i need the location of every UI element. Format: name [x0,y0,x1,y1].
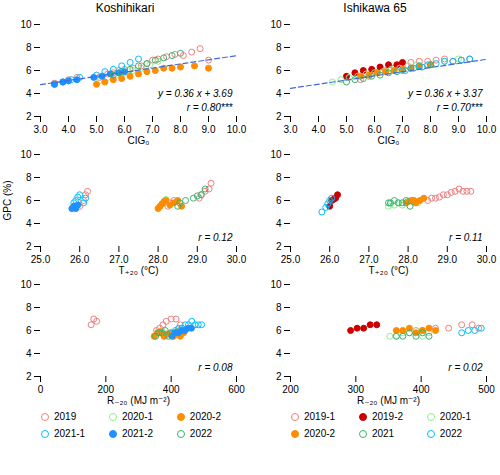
html-text:2020-2: 2020-2 [304,428,336,439]
svg-text:9.0: 9.0 [202,124,216,135]
svg-text:r = 0.12: r = 0.12 [198,232,233,243]
svg-text:r = 0.02: r = 0.02 [448,362,483,373]
svg-text:4: 4 [26,88,32,99]
html-text:2021-2: 2021-2 [121,428,154,439]
svg-text:R₋₂₀ (MJ m⁻²): R₋₂₀ (MJ m⁻²) [107,395,170,406]
svg-text:2: 2 [26,241,32,252]
html-text:2020-1: 2020-1 [439,411,471,422]
svg-text:7.0: 7.0 [396,124,410,135]
svg-text:10.0: 10.0 [227,124,247,135]
html-text:2020-1: 2020-1 [121,411,154,422]
html-text:2019-2: 2019-2 [371,411,404,422]
svg-text:10: 10 [270,279,282,290]
svg-text:25.0: 25.0 [31,254,51,265]
svg-text:4: 4 [26,348,32,359]
svg-text:3.0: 3.0 [34,124,48,135]
svg-text:26.0: 26.0 [70,254,90,265]
svg-text:T₊₂₀ (°C): T₊₂₀ (°C) [118,265,158,276]
svg-text:4: 4 [26,218,32,229]
svg-text:y = 0.36 x + 3.69: y = 0.36 x + 3.69 [157,88,233,99]
svg-text:r = 0.11: r = 0.11 [449,232,482,243]
svg-text:10: 10 [20,279,32,290]
html-text:2019-1: 2019-1 [304,411,336,422]
svg-text:400: 400 [413,384,430,395]
svg-text:29.0: 29.0 [438,254,458,265]
svg-text:4.0: 4.0 [62,124,76,135]
svg-text:30.0: 30.0 [227,254,247,265]
svg-text:8: 8 [26,42,32,53]
svg-text:10.0: 10.0 [477,124,497,135]
html-text:2022: 2022 [189,428,213,439]
svg-text:8.0: 8.0 [174,124,188,135]
svg-text:2: 2 [276,241,282,252]
svg-text:2: 2 [276,371,282,382]
svg-text:6: 6 [26,65,32,76]
svg-text:600: 600 [228,384,245,395]
svg-text:8: 8 [276,42,282,53]
svg-text:26.0: 26.0 [320,254,340,265]
html-text:Koshihikari: Koshihikari [95,1,155,15]
svg-text:GPC (%): GPC (%) [2,181,13,221]
svg-text:200: 200 [97,384,114,395]
html-text:2021-1: 2021-1 [54,428,86,439]
svg-text:8: 8 [276,302,282,313]
svg-text:6: 6 [26,325,32,336]
svg-text:T₊₂₀ (°C): T₊₂₀ (°C) [368,265,408,276]
svg-text:10: 10 [270,149,282,160]
svg-text:28.0: 28.0 [148,254,168,265]
svg-text:200: 200 [282,384,299,395]
svg-text:9.0: 9.0 [452,124,466,135]
svg-text:25.0: 25.0 [281,254,301,265]
svg-text:30.0: 30.0 [477,254,497,265]
svg-text:6.0: 6.0 [368,124,382,135]
svg-text:0: 0 [38,384,44,395]
svg-text:5.0: 5.0 [340,124,354,135]
svg-text:10: 10 [20,19,32,30]
svg-text:5.0: 5.0 [90,124,104,135]
svg-text:r = 0.80***: r = 0.80*** [187,102,234,113]
svg-text:8: 8 [26,302,32,313]
svg-text:6: 6 [276,65,282,76]
html-text:2021: 2021 [371,428,395,439]
svg-text:6: 6 [26,195,32,206]
svg-text:300: 300 [347,384,364,395]
svg-text:6: 6 [276,325,282,336]
svg-text:2: 2 [26,371,32,382]
svg-text:7.0: 7.0 [146,124,160,135]
svg-text:10: 10 [270,19,282,30]
html-text:2019: 2019 [54,411,77,422]
svg-text:8: 8 [276,172,282,183]
svg-text:2: 2 [26,111,32,122]
svg-text:r = 0.08: r = 0.08 [198,362,233,373]
svg-text:4.0: 4.0 [312,124,326,135]
svg-text:4: 4 [276,218,282,229]
html-text:Ishikawa 65: Ishikawa 65 [343,1,407,15]
svg-text:400: 400 [163,384,180,395]
svg-text:27.0: 27.0 [359,254,379,265]
svg-text:4: 4 [276,348,282,359]
svg-text:8: 8 [26,172,32,183]
svg-text:4: 4 [276,88,282,99]
svg-text:6: 6 [276,195,282,206]
html-text:2020-2: 2020-2 [189,411,221,422]
svg-text:2: 2 [276,111,282,122]
svg-text:8.0: 8.0 [424,124,438,135]
svg-text:29.0: 29.0 [188,254,208,265]
svg-text:3.0: 3.0 [284,124,298,135]
svg-text:28.0: 28.0 [398,254,418,265]
html-text:2022: 2022 [439,428,463,439]
svg-text:27.0: 27.0 [109,254,129,265]
svg-text:CIG₀: CIG₀ [378,135,400,146]
svg-text:r = 0.70***: r = 0.70*** [437,102,484,113]
svg-text:10: 10 [20,149,32,160]
svg-text:6.0: 6.0 [118,124,132,135]
svg-text:500: 500 [478,384,495,395]
svg-text:y = 0.36 x + 3.37: y = 0.36 x + 3.37 [407,88,483,99]
svg-text:R₋₂₀ (MJ m⁻²): R₋₂₀ (MJ m⁻²) [357,395,420,406]
svg-text:CIG₀: CIG₀ [128,135,150,146]
